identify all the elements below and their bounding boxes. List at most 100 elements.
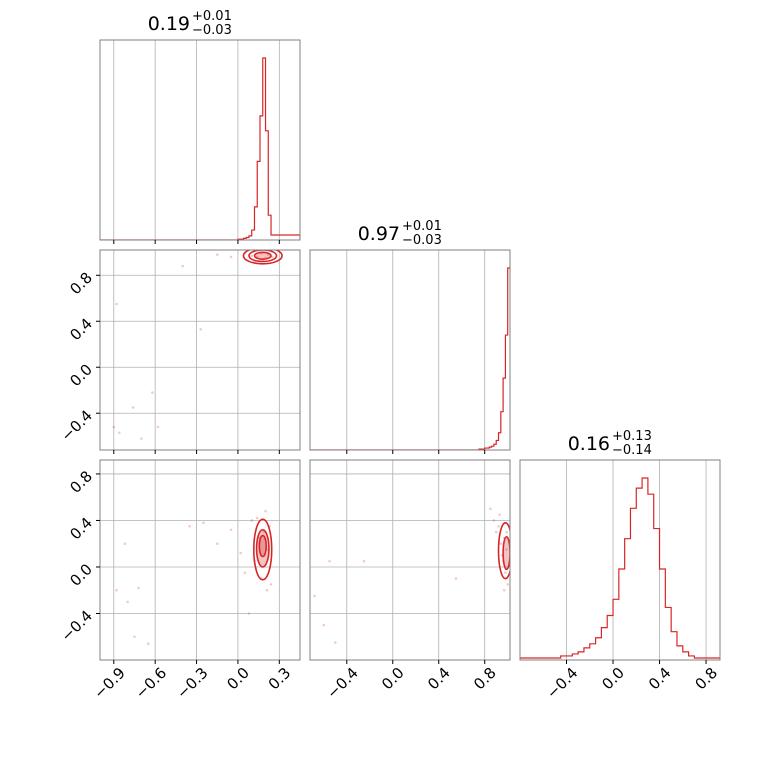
sample-point	[504, 571, 507, 575]
y-tick-label: 0.8	[66, 467, 96, 497]
sample-point	[322, 623, 326, 627]
x-tick-label: −0.4	[543, 664, 581, 702]
hist-panel-3	[519, 459, 721, 664]
panel-frame	[99, 39, 301, 241]
x-tick-label: 0.4	[424, 664, 454, 694]
sample-point	[313, 594, 316, 598]
sample-point	[181, 264, 185, 268]
sample-point	[494, 530, 498, 534]
y-tick-label: −0.4	[58, 607, 96, 645]
sample-point	[229, 528, 233, 532]
x-tick-label: 0.0	[378, 664, 408, 694]
sample-point	[492, 519, 496, 522]
sample-point	[502, 588, 506, 592]
sample-point	[140, 437, 143, 440]
sample-point	[506, 583, 510, 586]
sample-point	[250, 254, 254, 258]
x-tick-label: −0.3	[173, 664, 211, 702]
hist-panel-2	[309, 249, 511, 454]
x-tick-label: 0.3	[265, 664, 295, 694]
sample-point	[137, 586, 140, 590]
sample-point	[250, 519, 254, 522]
sample-point	[188, 524, 191, 528]
sample-point	[131, 406, 135, 409]
title-median: 0.19	[148, 13, 190, 35]
x-tick-label: 0.0	[598, 664, 628, 694]
title-lower-error: −0.03	[192, 23, 232, 38]
sample-point	[505, 530, 508, 534]
panel-frame	[99, 249, 301, 451]
sample-point	[123, 542, 127, 546]
sample-point	[112, 425, 116, 429]
title-lower-error: −0.03	[402, 233, 442, 248]
histogram-step-3	[520, 477, 720, 660]
sample-point	[454, 577, 458, 580]
density-contour	[258, 534, 268, 558]
sample-point	[497, 524, 500, 528]
sample-point	[202, 521, 205, 525]
y-tick-label: −0.4	[58, 407, 96, 445]
density-contour	[242, 250, 283, 265]
hist-panel-1	[99, 39, 301, 244]
sample-point	[264, 509, 267, 513]
sample-point	[362, 559, 366, 563]
sample-point	[328, 559, 331, 563]
sample-point	[255, 516, 259, 520]
sample-point	[115, 302, 118, 306]
sample-point	[133, 635, 136, 639]
title-2: 0.97 +0.01−0.03	[358, 219, 442, 248]
sample-point	[265, 588, 269, 592]
sample-point	[333, 641, 337, 644]
title-lower-error: −0.14	[612, 443, 652, 458]
sample-point	[505, 548, 508, 551]
x-tick-label: 0.8	[470, 664, 500, 694]
title-median: 0.16	[568, 433, 610, 455]
sample-point	[126, 600, 129, 604]
histogram-step-2	[310, 267, 510, 450]
panel-frame	[309, 249, 511, 451]
sample-point	[243, 571, 247, 575]
y-tick-label: 0.0	[66, 361, 96, 391]
y-tick-label: 0.4	[66, 315, 96, 345]
x-tick-label: −0.4	[323, 664, 361, 702]
scatter-panel-1-3	[96, 459, 301, 664]
title-1: 0.19 +0.01−0.03	[148, 9, 232, 38]
density-contour	[502, 535, 510, 571]
y-tick-label: 0.4	[66, 514, 96, 544]
sample-point	[151, 391, 154, 394]
density-contour	[248, 250, 278, 263]
panel-frame	[99, 459, 301, 661]
histogram-step-1	[100, 57, 300, 240]
y-tick-label: 0.0	[66, 560, 96, 590]
title-3: 0.16 +0.13−0.14	[568, 429, 652, 458]
title-upper-error: +0.13	[612, 429, 652, 444]
title-upper-error: +0.01	[402, 219, 442, 234]
x-tick-label: 0.0	[223, 664, 253, 694]
x-tick-label: 0.8	[691, 664, 721, 694]
density-contour	[253, 251, 272, 260]
sample-point	[269, 583, 273, 586]
sample-point	[215, 542, 219, 546]
sample-point	[239, 551, 242, 555]
sample-point	[489, 507, 492, 511]
sample-point	[215, 253, 219, 256]
sample-point	[146, 642, 150, 646]
sample-point	[499, 542, 503, 546]
scatter-panel-1-2	[96, 249, 301, 454]
sample-point	[498, 513, 501, 516]
sample-point	[118, 431, 121, 435]
sample-point	[156, 425, 160, 429]
sample-point	[199, 328, 202, 331]
sample-point	[247, 612, 251, 615]
title-median: 0.97	[358, 223, 400, 245]
panel-frame	[309, 459, 511, 661]
x-tick-label: −0.6	[132, 664, 170, 702]
x-tick-label: −0.9	[90, 664, 128, 702]
sample-point	[115, 588, 118, 592]
density-contour	[252, 518, 273, 581]
y-tick-label: 0.8	[66, 269, 96, 299]
density-contour	[497, 521, 510, 580]
x-tick-label: 0.4	[645, 664, 675, 694]
title-upper-error: +0.01	[192, 9, 232, 24]
scatter-panel-2-3	[309, 459, 511, 664]
